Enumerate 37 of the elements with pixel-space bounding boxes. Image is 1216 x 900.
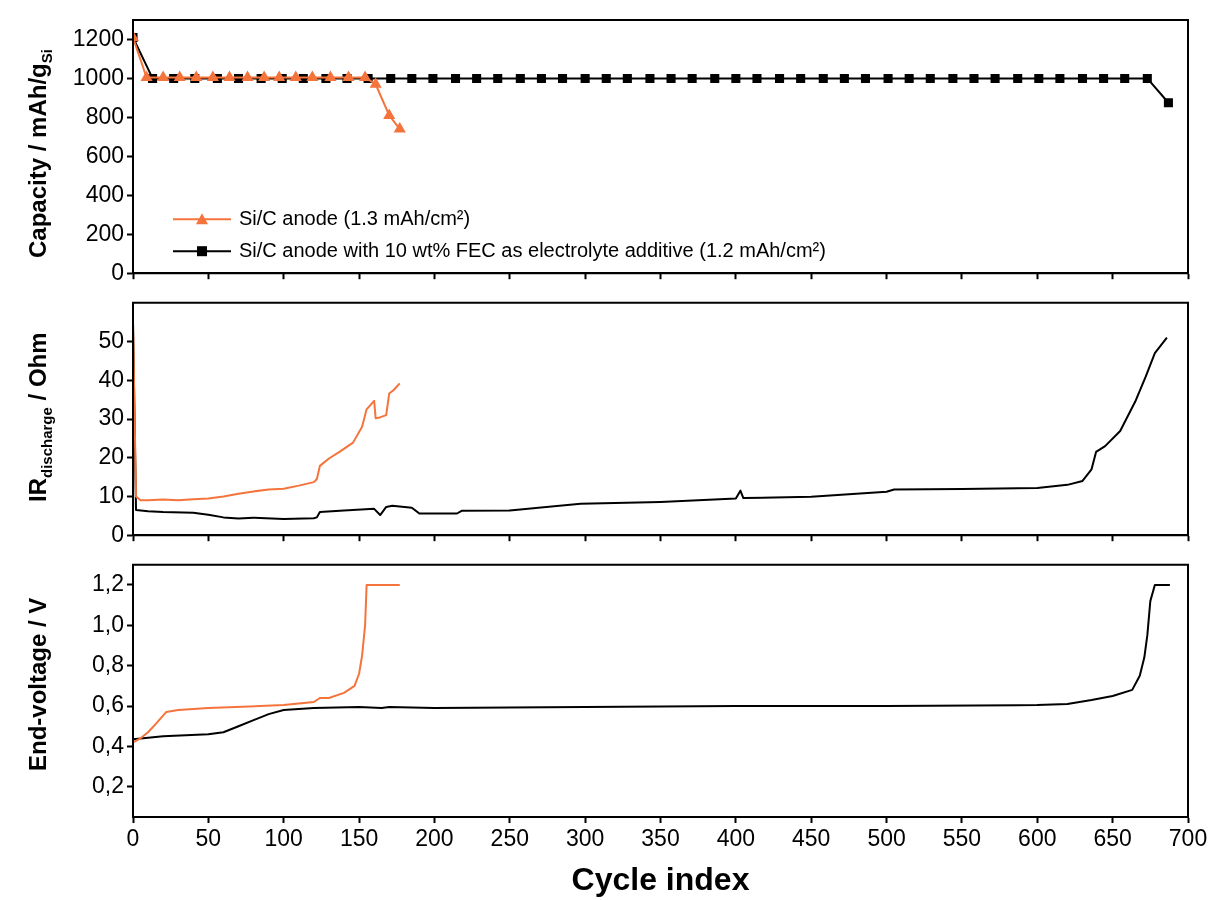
y-tick-label: 30: [98, 404, 124, 431]
y-tick-label: 50: [98, 326, 124, 353]
y-tick-label: 20: [98, 443, 124, 470]
y-tick-label: 0,8: [92, 651, 124, 678]
x-tick-label: 350: [641, 825, 680, 852]
y-tick-label: 400: [85, 180, 124, 207]
legend-label: Si/C anode (1.3 mAh/cm²): [239, 206, 471, 229]
x-tick-label: 650: [1093, 825, 1132, 852]
x-tick-label: 50: [195, 825, 222, 852]
y-tick-label: 200: [85, 219, 124, 246]
x-tick-label: 550: [942, 825, 982, 852]
x-tick-label: 400: [716, 825, 756, 852]
y-tick-label: 1,2: [92, 570, 124, 597]
x-axis-title: Cycle index: [571, 860, 750, 897]
x-tick-label: 100: [264, 825, 303, 852]
y-tick-label: 1200: [72, 24, 124, 51]
y-tick-label: 1000: [72, 63, 124, 90]
y-tick-label: 600: [85, 141, 124, 168]
y-tick-label: 0,2: [92, 772, 124, 799]
x-tick-label: 500: [867, 825, 906, 852]
x-tick-label: 150: [339, 825, 379, 852]
x-tick-label: 450: [792, 825, 831, 852]
y-tick-label: 800: [85, 102, 124, 129]
y-tick-label: 1,0: [92, 610, 124, 637]
x-tick-label: 600: [1018, 825, 1057, 852]
x-tick-label: 700: [1168, 825, 1208, 852]
y-tick-label: 0,4: [92, 731, 125, 758]
y-axis-title: End-voltage / V: [24, 597, 52, 771]
x-tick-label: 250: [490, 825, 529, 852]
y-tick-label: 10: [98, 481, 124, 508]
x-tick-label: 200: [415, 825, 454, 852]
y-tick-label: 0: [111, 258, 124, 285]
y-tick-label: 0: [111, 520, 124, 547]
legend-label: Si/C anode with 10 wt% FEC as electrolyte additive (1.2 mAh/cm²): [239, 238, 826, 261]
x-tick-label: 300: [565, 825, 605, 852]
y-tick-label: 0,6: [92, 691, 124, 718]
y-tick-label: 40: [98, 365, 124, 392]
